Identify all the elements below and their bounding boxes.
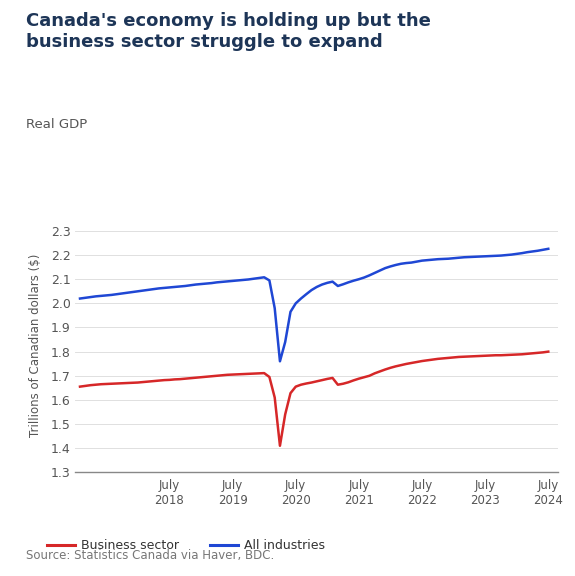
Text: Real GDP: Real GDP — [26, 118, 87, 131]
Y-axis label: Trillions of Canadian dollars ($): Trillions of Canadian dollars ($) — [29, 254, 43, 437]
Legend: Business sector, All industries: Business sector, All industries — [43, 535, 330, 558]
Text: Canada's economy is holding up but the
business sector struggle to expand: Canada's economy is holding up but the b… — [26, 12, 431, 51]
Text: Source: Statistics Canada via Haver, BDC.: Source: Statistics Canada via Haver, BDC… — [26, 548, 274, 562]
